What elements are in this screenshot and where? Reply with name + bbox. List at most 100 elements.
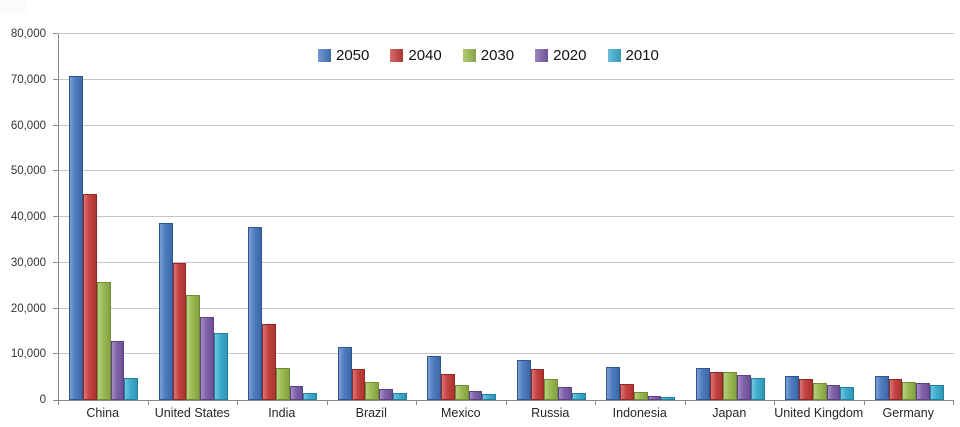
plot-area xyxy=(58,33,955,401)
bar-2020-russia xyxy=(558,387,572,400)
bar-2050-indonesia xyxy=(606,366,621,400)
bar-group-brazil xyxy=(328,34,418,400)
y-tick-70000 xyxy=(53,78,58,80)
bar-2020-india xyxy=(289,385,304,400)
chart-legend: 2050 2040 2030 2020 2010 xyxy=(318,48,659,63)
legend-swatch-2050 xyxy=(318,49,331,62)
bar-2030-united-states xyxy=(186,294,201,400)
bar-2040-china xyxy=(83,193,97,400)
bar-2030-russia xyxy=(544,379,559,400)
gridline-30000 xyxy=(59,261,954,263)
bar-2020-indonesia xyxy=(647,395,662,400)
bar-2040-india xyxy=(262,323,276,400)
bar-group-indonesia xyxy=(596,34,686,400)
bar-group-united-states xyxy=(149,34,239,400)
x-axis-label-united-kingdom: United Kingdom xyxy=(774,406,864,420)
bar-2030-japan xyxy=(723,372,738,400)
x-tick-0 xyxy=(58,401,59,405)
bar-2030-brazil xyxy=(365,382,380,400)
bar-2040-united-states xyxy=(172,262,187,400)
x-tick-1 xyxy=(147,401,149,405)
y-axis-label-80000: 80,000 xyxy=(10,28,46,40)
y-tick-20000 xyxy=(53,307,58,309)
bar-2010-china xyxy=(124,377,139,400)
bar-2010-india xyxy=(303,393,318,400)
gridline-70000 xyxy=(59,78,954,80)
gridline-60000 xyxy=(59,124,954,126)
bar-2030-indonesia xyxy=(633,392,648,400)
legend-label-2040: 2040 xyxy=(408,47,442,64)
bar-2010-united-kingdom xyxy=(840,387,855,400)
bar-2030-india xyxy=(275,368,290,400)
x-tick-2 xyxy=(237,401,238,405)
x-tick-4 xyxy=(416,401,417,405)
bar-group-united-kingdom xyxy=(775,34,865,400)
bar-2020-united-states xyxy=(200,316,214,400)
bar-2040-united-kingdom xyxy=(799,379,813,400)
x-axis-label-russia: Russia xyxy=(531,406,570,420)
y-tick-10000 xyxy=(53,353,58,355)
y-tick-0 xyxy=(53,400,58,401)
gridline-40000 xyxy=(59,216,954,217)
x-tick-7 xyxy=(684,401,686,405)
y-tick-30000 xyxy=(53,261,58,263)
bar-2010-united-states xyxy=(213,332,228,400)
legend-swatch-2010 xyxy=(607,49,621,62)
bar-2030-mexico xyxy=(454,384,469,400)
y-axis-label-60000: 60,000 xyxy=(10,119,46,132)
bar-2010-japan xyxy=(750,377,765,400)
bar-2010-russia xyxy=(571,392,586,400)
bar-group-germany xyxy=(865,34,955,400)
x-axis-label-japan: Japan xyxy=(712,406,747,420)
legend-swatch-2030 xyxy=(462,49,476,62)
gridline-80000 xyxy=(59,33,954,34)
x-axis-label-india: India xyxy=(268,406,296,420)
x-tick-3 xyxy=(326,401,328,405)
bar-2010-germany xyxy=(929,384,944,400)
bar-2040-brazil xyxy=(351,368,366,400)
legend-label-2030: 2030 xyxy=(480,47,515,64)
x-tick-6 xyxy=(595,401,596,405)
bar-2040-germany xyxy=(888,378,903,400)
x-axis-label-brazil: Brazil xyxy=(355,406,387,420)
y-axis-label-30000: 30,000 xyxy=(10,256,46,269)
legend-swatch-2040 xyxy=(390,49,404,62)
y-axis-label-50000: 50,000 xyxy=(10,165,46,178)
bar-2030-china xyxy=(96,282,111,400)
bar-2020-brazil xyxy=(379,388,393,400)
bar-2050-united-states xyxy=(158,222,173,400)
bar-2020-germany xyxy=(916,383,930,400)
bar-2010-indonesia xyxy=(661,397,676,400)
bar-2040-mexico xyxy=(441,373,455,400)
bar-2030-united-kingdom xyxy=(812,382,827,400)
y-tick-40000 xyxy=(53,216,58,217)
legend-item-2030: 2030 xyxy=(462,47,515,64)
y-axis-label-0: 0 xyxy=(39,394,46,406)
legend-label-2010: 2010 xyxy=(625,47,659,64)
x-tick-9 xyxy=(863,401,865,405)
bar-group-india xyxy=(238,34,328,400)
gridline-20000 xyxy=(59,307,954,309)
bar-2050-china xyxy=(69,75,84,400)
bar-group-japan xyxy=(686,34,776,400)
bar-group-mexico xyxy=(417,34,507,400)
y-axis-label-70000: 70,000 xyxy=(10,73,46,86)
corner-artifact xyxy=(0,0,26,14)
legend-item-2050: 2050 xyxy=(318,48,369,63)
bar-2050-japan xyxy=(695,368,710,400)
y-tick-60000 xyxy=(53,124,58,126)
x-tick-8 xyxy=(774,401,775,405)
y-tick-80000 xyxy=(53,33,58,34)
bar-2020-china xyxy=(110,341,125,400)
bar-2050-mexico xyxy=(427,356,442,400)
bar-2050-united-kingdom xyxy=(785,375,800,400)
bar-group-russia xyxy=(507,34,597,400)
bar-2030-germany xyxy=(902,381,917,400)
x-axis-label-germany: Germany xyxy=(882,406,934,420)
bar-2010-mexico xyxy=(482,394,497,400)
legend-label-2020: 2020 xyxy=(553,47,587,64)
x-axis-label-indonesia: Indonesia xyxy=(612,406,667,420)
legend-label-2050: 2050 xyxy=(336,47,370,64)
bar-2040-indonesia xyxy=(620,383,634,400)
